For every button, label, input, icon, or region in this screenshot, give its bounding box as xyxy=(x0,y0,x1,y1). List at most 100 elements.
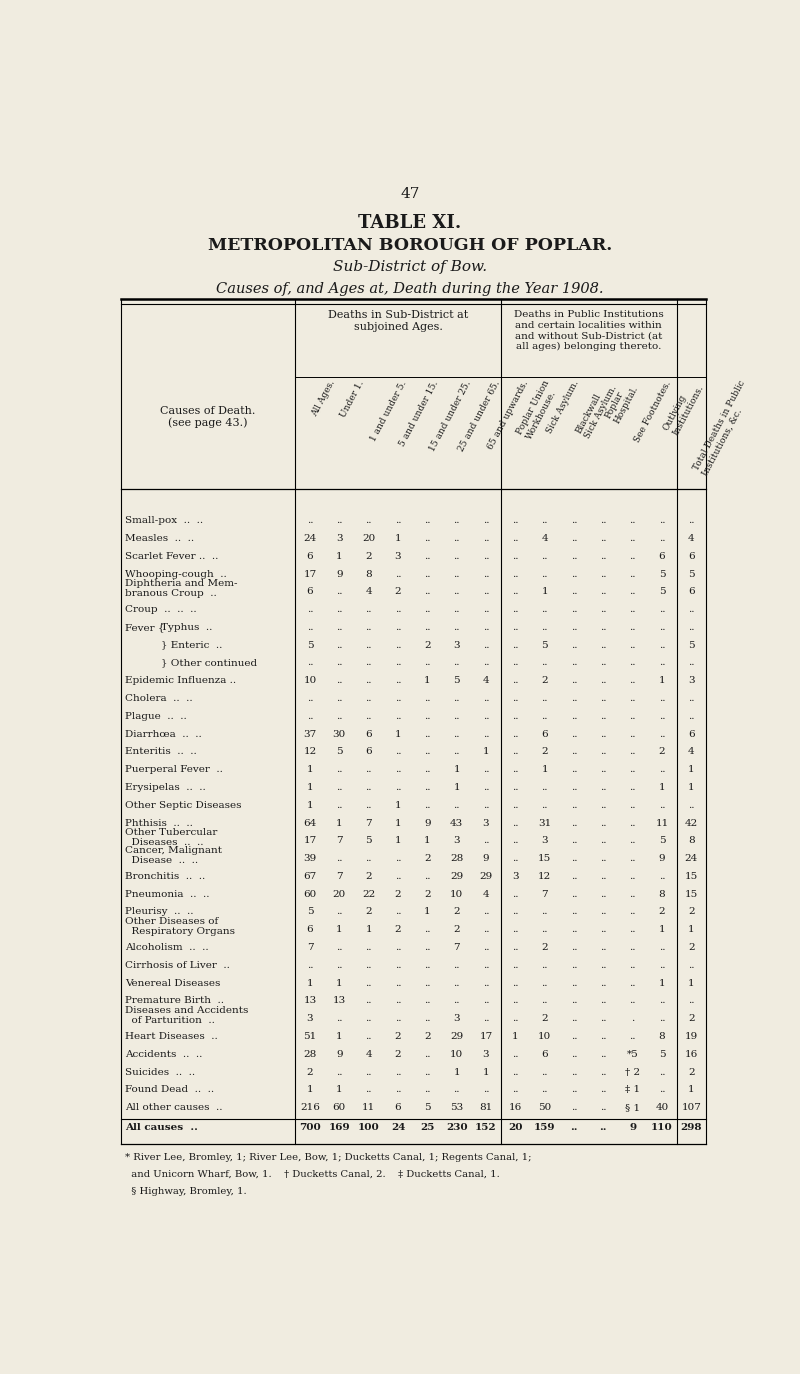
Text: 11: 11 xyxy=(362,1103,375,1112)
Text: ..: .. xyxy=(542,978,548,988)
Text: ..: .. xyxy=(454,712,460,721)
Text: 3: 3 xyxy=(454,640,460,650)
Text: ..: .. xyxy=(630,819,636,827)
Text: ..: .. xyxy=(570,890,578,899)
Text: ..: .. xyxy=(570,819,578,827)
Text: ..: .. xyxy=(570,1085,578,1094)
Text: 1: 1 xyxy=(688,978,694,988)
Text: ..: .. xyxy=(424,943,430,952)
Text: ..: .. xyxy=(512,925,518,934)
Text: 3: 3 xyxy=(482,819,490,827)
Text: 1: 1 xyxy=(482,747,490,757)
Text: ..: .. xyxy=(570,570,578,578)
Text: .: . xyxy=(631,1014,634,1024)
Text: 230: 230 xyxy=(446,1123,467,1132)
Text: 65 and upwards.: 65 and upwards. xyxy=(486,379,530,451)
Text: ..: .. xyxy=(658,640,666,650)
Text: 3: 3 xyxy=(394,552,402,561)
Text: 1: 1 xyxy=(306,765,314,774)
Text: 1: 1 xyxy=(394,534,402,543)
Text: ..: .. xyxy=(482,978,490,988)
Text: ..: .. xyxy=(424,765,430,774)
Text: ..: .. xyxy=(542,925,548,934)
Text: ..: .. xyxy=(454,978,460,988)
Text: ..: .. xyxy=(482,925,490,934)
Text: 10: 10 xyxy=(450,1050,463,1059)
Text: ..: .. xyxy=(306,658,314,668)
Text: ..: .. xyxy=(542,694,548,703)
Text: ..: .. xyxy=(570,658,578,668)
Text: ..: .. xyxy=(366,783,372,791)
Text: 1: 1 xyxy=(688,925,694,934)
Text: ..: .. xyxy=(482,1085,490,1094)
Text: 1 and under 5.: 1 and under 5. xyxy=(369,379,408,442)
Text: ..: .. xyxy=(512,552,518,561)
Text: Other Septic Diseases: Other Septic Diseases xyxy=(125,801,242,809)
Text: ..: .. xyxy=(630,890,636,899)
Text: 12: 12 xyxy=(538,872,551,881)
Text: See Footnotes.: See Footnotes. xyxy=(633,379,673,444)
Text: ..: .. xyxy=(306,517,314,525)
Text: ..: .. xyxy=(570,622,578,632)
Text: ..: .. xyxy=(366,517,372,525)
Text: Scarlet Fever ..  ..: Scarlet Fever .. .. xyxy=(125,552,218,561)
Text: ..: .. xyxy=(424,712,430,721)
Text: 1: 1 xyxy=(394,730,402,739)
Text: ..: .. xyxy=(630,552,636,561)
Text: ..: .. xyxy=(542,996,548,1006)
Text: ..: .. xyxy=(366,1085,372,1094)
Text: ..: .. xyxy=(394,1014,402,1024)
Text: 13: 13 xyxy=(303,996,317,1006)
Text: ..: .. xyxy=(600,694,606,703)
Text: ..: .. xyxy=(512,694,518,703)
Text: ..: .. xyxy=(424,925,430,934)
Text: ..: .. xyxy=(336,587,342,596)
Text: ..: .. xyxy=(600,960,606,970)
Text: ..: .. xyxy=(600,978,606,988)
Text: ..: .. xyxy=(512,890,518,899)
Text: ..: .. xyxy=(482,960,490,970)
Text: ..: .. xyxy=(512,855,518,863)
Text: 8: 8 xyxy=(688,837,694,845)
Text: ..: .. xyxy=(658,517,666,525)
Text: ..: .. xyxy=(542,517,548,525)
Text: ..: .. xyxy=(336,676,342,686)
Text: 1: 1 xyxy=(512,1032,518,1041)
Text: 3: 3 xyxy=(306,1014,314,1024)
Text: 8: 8 xyxy=(366,570,372,578)
Text: ..: .. xyxy=(658,1068,666,1077)
Text: ..: .. xyxy=(570,837,578,845)
Text: ..: .. xyxy=(658,712,666,721)
Text: ..: .. xyxy=(630,925,636,934)
Text: ..: .. xyxy=(394,943,402,952)
Text: 10: 10 xyxy=(303,676,317,686)
Text: Cirrhosis of Liver  ..: Cirrhosis of Liver .. xyxy=(125,960,230,970)
Text: ..: .. xyxy=(512,837,518,845)
Text: 6: 6 xyxy=(688,587,694,596)
Text: ..: .. xyxy=(336,765,342,774)
Text: 5: 5 xyxy=(306,907,314,916)
Text: ..: .. xyxy=(482,534,490,543)
Text: ..: .. xyxy=(570,996,578,1006)
Text: 24: 24 xyxy=(303,534,317,543)
Text: ‡ 1: ‡ 1 xyxy=(625,1085,640,1094)
Text: ..: .. xyxy=(658,872,666,881)
Text: Poplar Union
Workhouse.: Poplar Union Workhouse. xyxy=(515,379,561,441)
Text: 2: 2 xyxy=(394,587,402,596)
Text: and Unicorn Wharf, Bow, 1.    † Ducketts Canal, 2.    ‡ Ducketts Canal, 1.: and Unicorn Wharf, Bow, 1. † Ducketts Ca… xyxy=(125,1169,499,1179)
Text: ..: .. xyxy=(570,587,578,596)
Text: ..: .. xyxy=(482,907,490,916)
Text: ..: .. xyxy=(688,694,694,703)
Text: 1: 1 xyxy=(336,1032,342,1041)
Text: ..: .. xyxy=(454,658,460,668)
Text: 4: 4 xyxy=(482,890,490,899)
Text: ..: .. xyxy=(658,943,666,952)
Text: 5: 5 xyxy=(688,640,694,650)
Text: ..: .. xyxy=(688,622,694,632)
Text: ..: .. xyxy=(600,587,606,596)
Text: 9: 9 xyxy=(658,855,666,863)
Text: All Ages.: All Ages. xyxy=(310,379,337,419)
Text: 4: 4 xyxy=(482,676,490,686)
Text: ..: .. xyxy=(482,640,490,650)
Text: 4: 4 xyxy=(542,534,548,543)
